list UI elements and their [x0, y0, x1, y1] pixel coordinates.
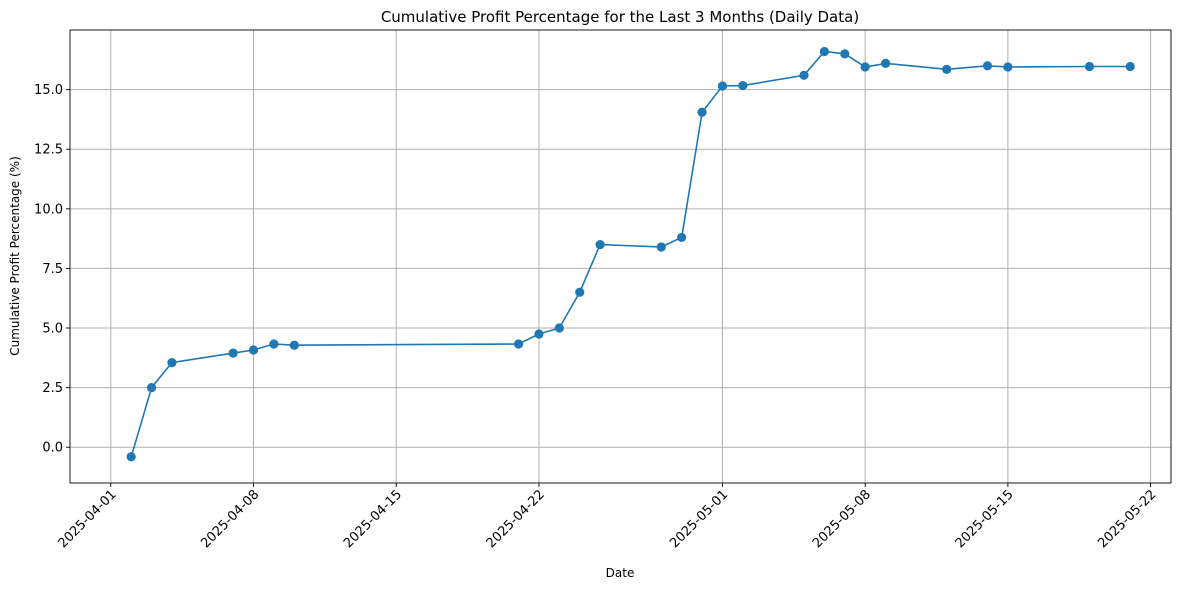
data-point	[840, 49, 850, 59]
series-layer	[126, 46, 1135, 462]
data-point	[860, 62, 870, 72]
chart-title: Cumulative Profit Percentage for the Las…	[381, 8, 859, 26]
data-point	[595, 239, 605, 250]
data-point	[717, 81, 728, 91]
data-point	[126, 452, 136, 462]
y-tick-label: 15.0	[34, 83, 63, 98]
data-point	[146, 383, 157, 393]
data-point	[677, 232, 687, 243]
y-axis-label: Cumulative Profit Percentage (%)	[8, 156, 22, 356]
data-point	[513, 339, 524, 349]
data-point	[289, 340, 299, 350]
grid-layer	[70, 30, 1171, 483]
data-point	[1084, 61, 1095, 72]
x-tick-label: 2025-04-15	[341, 487, 405, 551]
data-point	[738, 80, 748, 91]
data-point	[1003, 62, 1013, 72]
y-tick-label: 5.0	[42, 322, 63, 337]
y-tick-label: 0.0	[42, 441, 63, 456]
x-tick-label: 2025-04-08	[198, 487, 262, 551]
y-tick-label: 2.5	[42, 381, 63, 396]
x-tick-label: 2025-05-15	[953, 487, 1017, 551]
data-point	[248, 345, 259, 355]
data-point	[534, 329, 544, 339]
plot-frame	[69, 29, 1172, 484]
data-point	[167, 357, 177, 368]
data-point	[554, 323, 564, 333]
series-line	[130, 50, 1131, 458]
y-tick-label: 7.5	[42, 262, 63, 277]
y-tick-label: 10.0	[34, 202, 63, 217]
data-point	[880, 58, 891, 68]
data-point	[982, 61, 993, 71]
x-tick-label: 2025-05-22	[1095, 487, 1159, 551]
data-point	[697, 107, 707, 117]
data-point	[656, 242, 666, 252]
data-point	[799, 70, 809, 80]
data-point	[228, 348, 238, 358]
data-point	[269, 339, 279, 349]
x-axis-label: Date	[606, 566, 635, 580]
x-tick-label: 2025-05-08	[810, 487, 874, 551]
x-tick-label: 2025-05-01	[667, 487, 731, 551]
data-point	[575, 287, 585, 297]
data-point	[819, 46, 829, 57]
y-tick-label: 12.5	[34, 143, 63, 158]
x-tick-label: 2025-04-01	[56, 487, 120, 551]
x-tick-label: 2025-04-22	[484, 487, 548, 551]
ticks-layer: 2025-04-01 2025-04-08 2025-04-15 2025-04-22…	[34, 83, 1159, 551]
data-point	[1125, 61, 1135, 72]
data-point	[942, 64, 952, 74]
